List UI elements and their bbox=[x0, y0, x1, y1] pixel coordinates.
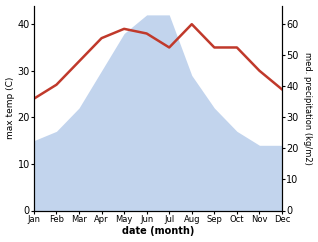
Y-axis label: med. precipitation (kg/m2): med. precipitation (kg/m2) bbox=[303, 52, 313, 165]
X-axis label: date (month): date (month) bbox=[122, 227, 194, 236]
Y-axis label: max temp (C): max temp (C) bbox=[5, 77, 15, 139]
